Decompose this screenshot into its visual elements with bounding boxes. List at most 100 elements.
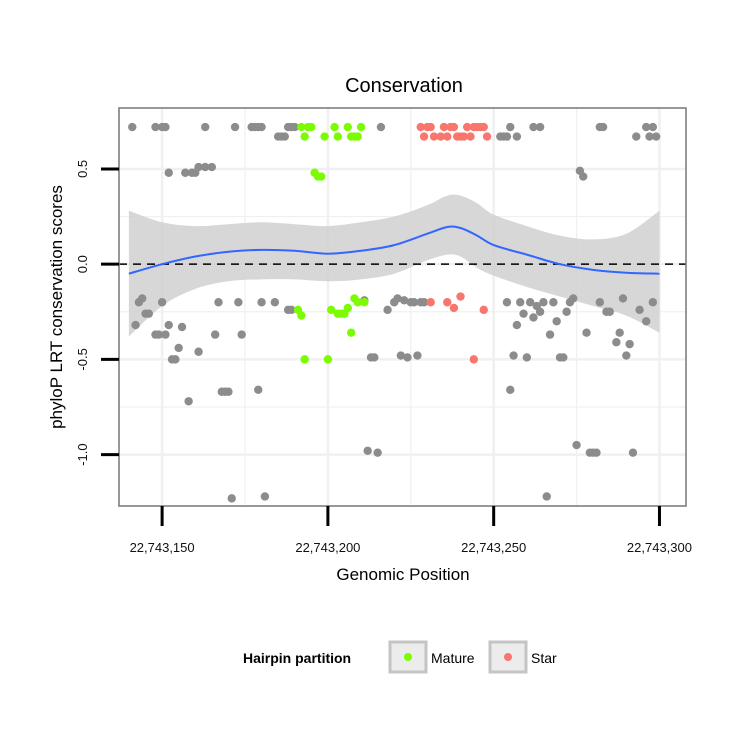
- data-point-star: [482, 132, 492, 141]
- data-point-other: [522, 353, 532, 362]
- data-point-other: [582, 328, 591, 337]
- data-point-star: [419, 132, 429, 141]
- data-point-other: [549, 298, 558, 307]
- data-point-mature: [327, 305, 336, 315]
- data-point-other: [612, 338, 621, 347]
- data-point-mature: [297, 122, 306, 132]
- data-point-other: [595, 298, 604, 307]
- data-point-other: [562, 307, 571, 316]
- data-point-other: [270, 298, 280, 307]
- data-point-mature: [300, 355, 309, 364]
- smooth-trend-line: [128, 225, 660, 275]
- data-point-other: [373, 448, 382, 457]
- data-point-other: [535, 307, 545, 316]
- data-point-star: [466, 132, 475, 141]
- data-point-other: [572, 440, 581, 450]
- data-point-star: [469, 355, 478, 364]
- data-point-other: [393, 294, 402, 303]
- data-point-other: [399, 296, 409, 305]
- data-point-other: [207, 162, 217, 172]
- data-point-other: [157, 298, 167, 307]
- data-point-other: [138, 294, 147, 303]
- data-point-mature: [346, 328, 356, 337]
- data-point-star: [416, 122, 425, 132]
- data-point-other: [164, 320, 173, 330]
- data-point-other: [506, 122, 515, 132]
- data-point-star: [449, 122, 459, 132]
- x-tick-label: 22,743,250: [461, 540, 526, 555]
- data-point-other: [545, 330, 555, 339]
- data-point-other: [615, 328, 624, 337]
- data-point-other: [174, 343, 183, 353]
- data-point-mature: [323, 355, 333, 364]
- data-point-other: [512, 132, 522, 141]
- legend-label-star: Star: [531, 650, 557, 666]
- data-point-mature: [307, 122, 316, 132]
- data-point-other: [525, 298, 535, 307]
- data-point-mature: [353, 132, 362, 141]
- data-point-mature: [333, 132, 343, 141]
- data-point-other: [592, 448, 601, 457]
- data-point-star: [436, 132, 445, 141]
- data-point-other: [516, 298, 525, 307]
- data-point-mature: [343, 122, 352, 132]
- x-tick-label: 22,743,150: [130, 540, 195, 555]
- data-point-other: [171, 355, 180, 364]
- data-point-other: [628, 448, 638, 457]
- data-point-star: [479, 305, 488, 315]
- data-point-other: [280, 132, 289, 141]
- data-point-other: [396, 351, 406, 360]
- data-point-star: [426, 298, 435, 307]
- panel-background: [119, 108, 686, 506]
- data-point-mature: [320, 132, 329, 141]
- data-point-other: [635, 305, 644, 315]
- data-point-other: [177, 322, 187, 332]
- data-point-other: [651, 132, 661, 141]
- data-point-other: [164, 168, 173, 177]
- legend-star-swatch: [504, 653, 512, 661]
- confidence-ribbon: [128, 194, 660, 337]
- data-point-other: [383, 305, 392, 315]
- data-point-other: [290, 122, 299, 132]
- x-axis-title: Genomic Position: [336, 565, 469, 584]
- data-point-other: [230, 122, 240, 132]
- data-point-other: [181, 168, 190, 177]
- data-point-other: [542, 492, 551, 501]
- data-point-other: [151, 122, 160, 132]
- data-point-mature: [317, 172, 326, 181]
- data-point-other: [194, 162, 203, 172]
- data-point-other: [625, 339, 634, 349]
- data-point-star: [429, 132, 439, 141]
- data-point-other: [645, 132, 654, 141]
- data-point-other: [254, 385, 263, 395]
- data-point-mature: [353, 298, 362, 307]
- data-point-other: [144, 309, 154, 318]
- data-point-other: [535, 122, 545, 132]
- data-point-other: [161, 330, 170, 339]
- data-point-other: [409, 298, 419, 307]
- data-point-other: [257, 122, 266, 132]
- data-point-star: [462, 122, 472, 132]
- data-point-other: [519, 309, 528, 318]
- data-point-star: [459, 132, 469, 141]
- legend: Hairpin partition Mature Star: [243, 640, 557, 674]
- data-point-other: [598, 122, 608, 132]
- y-tick-label: 0.0: [75, 255, 90, 273]
- data-point-other: [559, 353, 568, 362]
- data-point-mature: [330, 122, 339, 132]
- data-point-mature: [343, 303, 352, 313]
- x-axis: 22,743,150 22,743,200 22,743,250 22,743,…: [130, 540, 692, 555]
- y-tick-label: 0.5: [75, 160, 90, 178]
- data-point-other: [502, 132, 512, 141]
- data-point-other: [363, 446, 372, 455]
- data-point-mature: [360, 298, 369, 307]
- legend-mature-swatch: [404, 653, 412, 661]
- data-point-other: [260, 492, 270, 501]
- y-axis-title: phyloP LRT conservation scores: [47, 185, 66, 429]
- data-point-other: [403, 353, 412, 362]
- data-point-other: [502, 298, 512, 307]
- data-point-other: [642, 122, 651, 132]
- data-point-other: [648, 122, 658, 132]
- data-point-other: [622, 351, 631, 360]
